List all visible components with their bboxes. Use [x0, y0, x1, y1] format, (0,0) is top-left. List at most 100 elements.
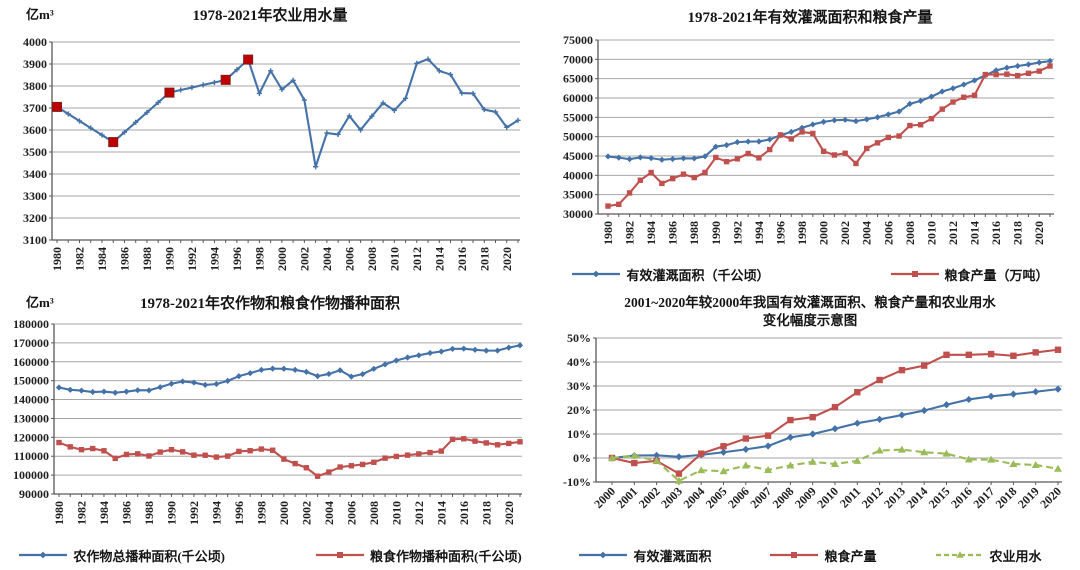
data-point-marker: [371, 459, 377, 465]
data-point-marker: [516, 342, 524, 349]
data-point-marker: [637, 177, 644, 183]
data-point-marker: [698, 450, 705, 457]
chart-title: 1978-2021年农作物和粮食作物播种面积: [140, 296, 400, 312]
data-point-marker: [1031, 460, 1040, 468]
x-tick-label: 2011: [837, 484, 863, 510]
data-point-marker: [326, 469, 332, 475]
y-tick-label: 50000: [563, 130, 593, 144]
x-tick-label: 2019: [1015, 484, 1042, 511]
data-point-marker: [179, 449, 186, 455]
y-tick-label: 3600: [23, 123, 47, 137]
x-tick-label: 2010: [814, 484, 841, 511]
x-tick-label: 2017: [970, 484, 997, 511]
x-tick-label: 1988: [142, 501, 156, 525]
y-tick-label: 65000: [563, 72, 593, 86]
data-point-marker: [258, 366, 265, 373]
data-point-marker: [987, 392, 995, 400]
x-tick-label: 2002: [636, 484, 663, 511]
data-point-marker: [1010, 352, 1017, 359]
data-point-marker: [961, 94, 967, 100]
data-point-marker: [788, 136, 794, 142]
data-point-marker: [745, 138, 752, 145]
highlight-marker: [52, 101, 62, 112]
data-point-marker: [615, 154, 622, 161]
legend: 农作物总播种面积(千公顷) 粮食作物播种面积(千公顷): [0, 542, 540, 568]
data-point-marker: [78, 446, 85, 453]
data-point-marker: [810, 130, 816, 137]
data-point-marker: [874, 140, 881, 146]
data-point-marker: [593, 270, 600, 278]
data-point-marker: [697, 466, 706, 474]
highlight-marker: [108, 137, 119, 148]
x-tick-label: 1984: [644, 221, 658, 245]
data-point-marker: [942, 449, 951, 457]
highlight-marker: [243, 54, 254, 65]
x-tick-label: 2014: [968, 221, 982, 245]
data-point-marker: [1004, 71, 1010, 77]
data-point-marker: [630, 451, 639, 459]
data-point-marker: [742, 445, 750, 453]
legend-item-1: 粮食作物播种面积(千公顷): [315, 546, 522, 565]
x-tick-label: 2018: [1011, 221, 1025, 245]
data-point-marker: [414, 60, 420, 66]
data-point-marker: [280, 365, 287, 372]
data-point-marker: [942, 401, 951, 409]
plot-area: 30000 35000 40000 45000 50000 55000 60000 65000…: [563, 33, 1054, 245]
data-point-marker: [853, 419, 861, 427]
x-tick-label: 2000: [277, 501, 291, 525]
chart-title: 1978-2021年农业用水量: [192, 8, 348, 24]
x-tick-label: 2012: [412, 501, 426, 525]
x-tick-label: 2008: [367, 501, 381, 525]
x-tick-label: 2006: [881, 221, 895, 245]
x-tick-label: 2012: [859, 484, 886, 511]
data-point-marker: [895, 108, 903, 115]
data-point-marker: [631, 459, 638, 467]
data-point-marker: [897, 445, 906, 453]
y-tick-label: 0%: [573, 451, 591, 465]
data-point-marker: [987, 455, 996, 463]
data-point-marker: [949, 85, 957, 92]
x-tick-label: 2008: [770, 484, 797, 511]
y-tick-label: 90000: [19, 487, 49, 501]
x-tick-label: 2006: [725, 484, 752, 511]
legend-item-0: 有效灌溉面积（千公顷）: [571, 265, 770, 284]
x-tick-label: 2012: [946, 221, 960, 245]
data-point-marker: [1014, 62, 1021, 70]
data-point-marker: [616, 201, 622, 208]
chart-change-magnitude: 2001~2020年较2000年我国有效灌溉面积、粮食产量和农业用水 变化幅度示…: [540, 290, 1080, 570]
data-point-marker: [809, 430, 817, 438]
x-tick-label: 1998: [252, 247, 266, 271]
legend-label: 粮食作物播种面积(千公顷): [370, 548, 522, 564]
x-tick-label: 2002: [299, 501, 313, 525]
legend: 有效灌溉面积（千公顷） 粮食产量（万吨）: [540, 260, 1080, 288]
data-point-marker: [939, 106, 945, 112]
data-point-marker: [876, 415, 884, 423]
data-point-marker: [992, 67, 1000, 74]
data-point-marker: [359, 371, 366, 378]
data-point-marker: [247, 448, 253, 454]
data-point-marker: [723, 141, 730, 149]
data-point-marker: [268, 68, 274, 74]
y-tick-label: 10%: [567, 427, 591, 441]
x-tick-label: 1986: [117, 247, 131, 271]
data-point-marker: [745, 150, 751, 157]
x-tick-label: 1984: [95, 247, 109, 271]
data-point-marker: [965, 351, 972, 358]
x-tick-label: 2008: [365, 247, 379, 271]
x-tick-label: 1980: [52, 501, 66, 525]
data-point-marker: [224, 377, 231, 384]
data-point-marker: [303, 465, 310, 471]
data-point-marker: [831, 460, 839, 467]
data-point-marker: [88, 125, 94, 131]
data-point-marker: [950, 99, 956, 105]
data-point-marker: [447, 71, 454, 78]
data-point-marker: [960, 81, 967, 88]
data-point-marker: [875, 446, 884, 454]
data-point-marker: [258, 446, 265, 452]
x-tick-label: 2000: [817, 221, 831, 245]
x-tick-label: 2020: [502, 501, 516, 525]
data-point-marker: [202, 452, 208, 458]
data-point-marker: [314, 473, 321, 479]
data-point-marker: [809, 414, 816, 421]
